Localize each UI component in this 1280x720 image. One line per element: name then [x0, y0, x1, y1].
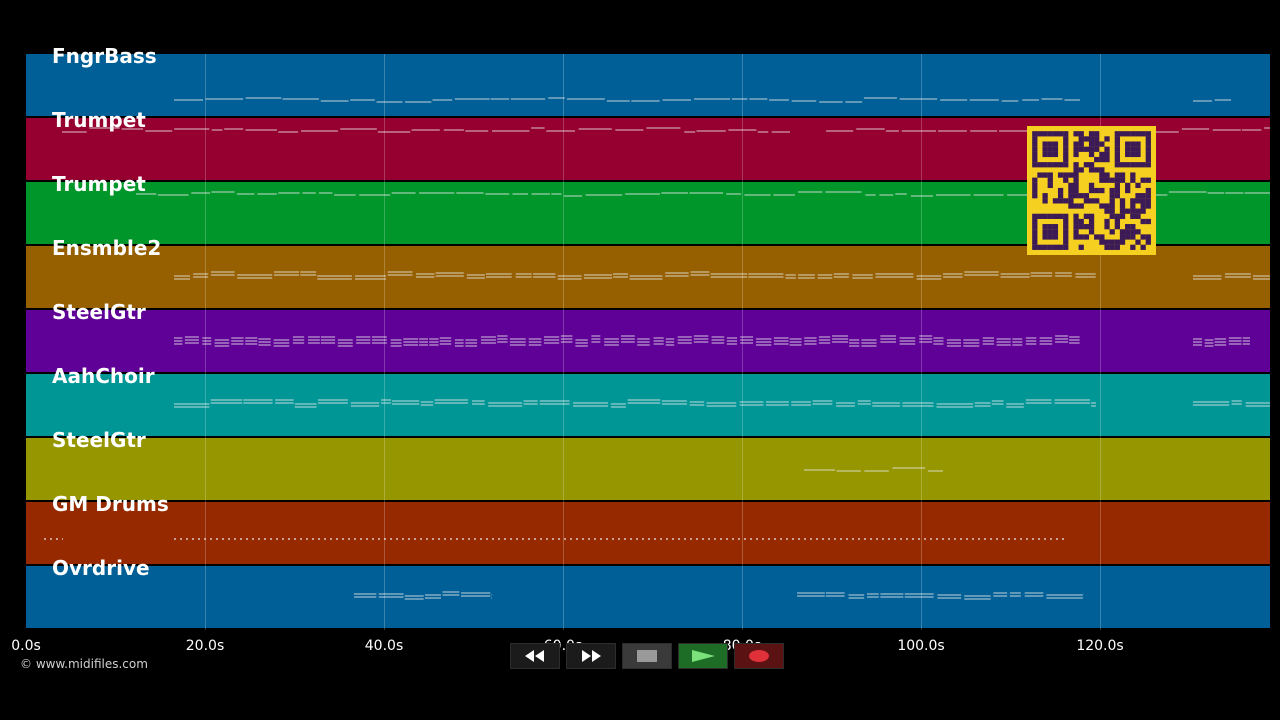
time-tick-label: 40.0s	[364, 638, 404, 654]
record-icon	[749, 650, 769, 662]
track-row[interactable]: FngrBass	[26, 44, 1270, 116]
fast-forward-icon	[582, 650, 601, 662]
play-icon	[692, 650, 715, 662]
track-row[interactable]: SteelGtr	[26, 428, 1270, 500]
track-row[interactable]: Ovrdrive	[26, 556, 1270, 628]
rewind-icon	[525, 650, 544, 662]
copyright-credit[interactable]: © www.midifiles.com	[20, 657, 148, 671]
note-lane	[62, 127, 1270, 133]
track-name: Trumpet	[52, 172, 146, 196]
time-tick-label: 100.0s	[897, 638, 945, 654]
note-lane	[354, 591, 1084, 600]
note-lane	[174, 335, 1250, 347]
time-tick-label: 120.0s	[1076, 638, 1124, 654]
note-lane	[174, 97, 1231, 103]
track-name: GM Drums	[52, 492, 169, 516]
track-row[interactable]: SteelGtr	[26, 300, 1270, 372]
track-name: SteelGtr	[52, 428, 146, 452]
qr-code-icon[interactable]	[1027, 126, 1156, 255]
record-button[interactable]	[734, 643, 784, 669]
fast-forward-button[interactable]	[566, 643, 616, 669]
time-tick-label: 0.0s	[11, 638, 41, 654]
rewind-button[interactable]	[510, 643, 560, 669]
track-name: Ovrdrive	[52, 556, 150, 580]
play-button[interactable]	[678, 643, 728, 669]
piano-roll[interactable]: FngrBass Trumpet Trumpet Ensmble2 SteelGtr Aa…	[26, 44, 1270, 630]
track-name: SteelGtr	[52, 300, 146, 324]
track-row[interactable]: GM Drums	[26, 492, 1270, 564]
track-name: AahChoir	[52, 364, 155, 388]
track-name: FngrBass	[52, 44, 157, 68]
note-lane	[174, 399, 1270, 408]
transport-controls	[510, 643, 784, 669]
note-lane	[174, 271, 1270, 280]
time-tick-label: 20.0s	[185, 638, 225, 654]
stop-icon	[637, 650, 657, 662]
stop-button[interactable]	[622, 643, 672, 669]
note-lane	[44, 538, 1064, 540]
note-lane	[804, 467, 943, 472]
track-row[interactable]: Ensmble2	[26, 236, 1270, 308]
track-row[interactable]: AahChoir	[26, 364, 1270, 436]
track-name: Ensmble2	[52, 236, 162, 260]
